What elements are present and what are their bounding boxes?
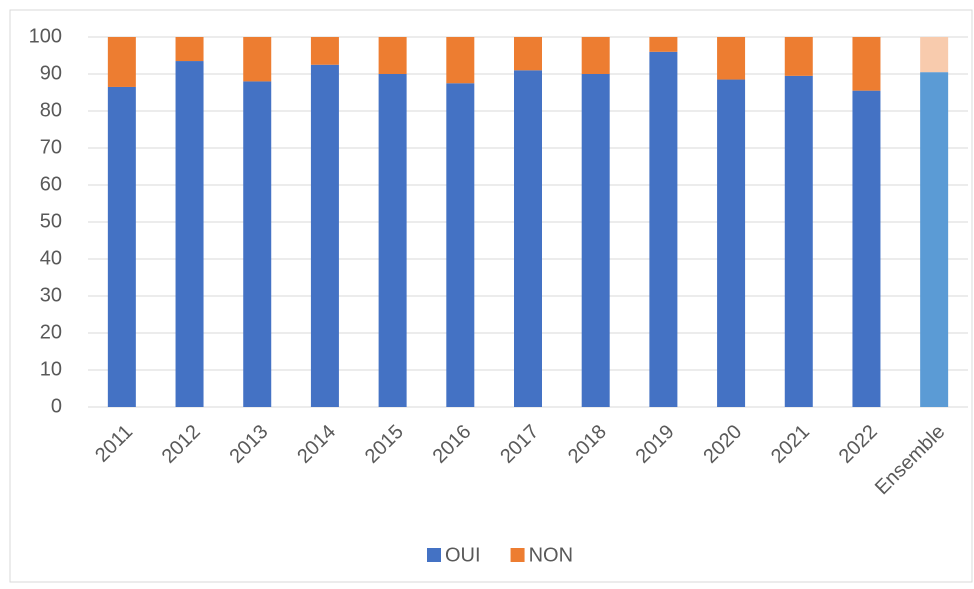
bar-segment — [446, 83, 475, 407]
bar-segment — [107, 37, 136, 87]
bar-segment — [920, 72, 949, 408]
bar-segment — [514, 37, 542, 71]
bar-segment — [243, 81, 272, 408]
y-tick-label: 100 — [29, 25, 62, 47]
y-tick-label: 20 — [40, 321, 62, 343]
y-tick-label: 50 — [40, 210, 62, 232]
y-tick-label: 60 — [40, 173, 62, 195]
bar-segment — [717, 37, 746, 80]
bar-segment — [378, 37, 407, 74]
bar-segment — [581, 37, 610, 74]
legend-swatch — [427, 548, 441, 562]
legend-swatch — [510, 548, 525, 562]
bar-segment — [581, 74, 610, 407]
bar-segment — [175, 61, 204, 408]
bar-segment — [852, 37, 881, 91]
bar-segment — [920, 37, 949, 73]
bar-segment — [784, 75, 813, 407]
bar-segment — [514, 70, 542, 408]
y-tick-label: 30 — [40, 284, 62, 306]
y-tick-label: 90 — [40, 62, 62, 84]
bar-segment — [784, 37, 813, 76]
bar-segment — [446, 37, 475, 84]
bar-segment — [852, 90, 881, 408]
bar-segment — [649, 37, 678, 52]
bar-segment — [310, 37, 339, 65]
y-tick-label: 0 — [51, 395, 62, 417]
bar-segment — [649, 51, 678, 408]
bar-segment — [243, 37, 272, 82]
bar-segment — [175, 37, 204, 62]
y-tick-label: 70 — [40, 136, 62, 158]
y-tick-label: 80 — [40, 99, 62, 121]
y-tick-label: 40 — [40, 247, 62, 269]
legend-label: OUI — [445, 544, 481, 566]
bar-segment — [107, 86, 136, 407]
bar-segment — [717, 79, 746, 408]
legend-label: NON — [529, 544, 573, 566]
bar-segment — [310, 64, 339, 407]
y-tick-label: 10 — [40, 358, 62, 380]
bar-segment — [378, 74, 407, 407]
